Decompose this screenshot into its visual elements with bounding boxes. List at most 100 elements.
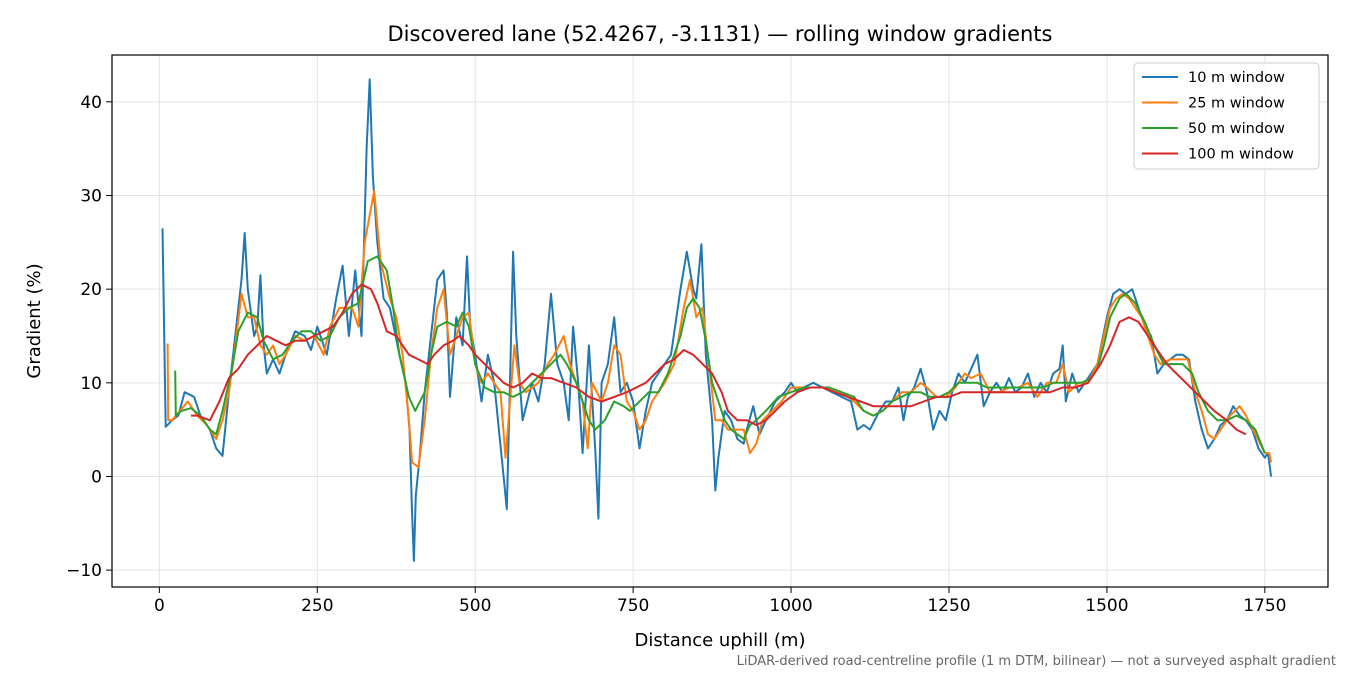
data-point xyxy=(635,387,637,389)
data-point xyxy=(167,419,169,421)
data-point xyxy=(294,340,296,342)
data-point xyxy=(781,401,783,403)
data-point xyxy=(645,410,647,412)
data-point xyxy=(1131,288,1133,290)
data-point xyxy=(436,307,438,309)
data-point xyxy=(1163,363,1165,365)
data-point xyxy=(898,405,900,407)
data-point xyxy=(1062,363,1064,365)
data-point xyxy=(187,401,189,403)
data-point xyxy=(547,363,549,365)
data-point xyxy=(1049,391,1051,393)
data-point xyxy=(771,410,773,412)
data-point xyxy=(746,419,748,421)
data-point xyxy=(503,391,505,393)
data-point xyxy=(1134,302,1136,304)
data-point xyxy=(342,312,344,314)
data-point xyxy=(556,363,558,365)
data-point xyxy=(670,354,672,356)
data-point xyxy=(790,391,792,393)
data-point xyxy=(395,335,397,337)
data-point xyxy=(673,359,675,361)
data-point xyxy=(514,345,516,347)
data-point xyxy=(705,354,707,356)
data-point xyxy=(237,368,239,370)
data-point xyxy=(749,424,751,426)
series-2 xyxy=(166,189,1273,469)
data-point xyxy=(1194,391,1196,393)
data-point xyxy=(395,316,397,318)
x-tick-label: 750 xyxy=(617,596,649,616)
data-point xyxy=(936,396,938,398)
data-point xyxy=(568,419,570,421)
data-point xyxy=(474,363,476,365)
data-point xyxy=(869,429,871,431)
data-point xyxy=(639,429,641,431)
data-point xyxy=(680,288,682,290)
data-point xyxy=(901,391,903,393)
data-point xyxy=(285,354,287,356)
data-point xyxy=(466,256,468,258)
data-point xyxy=(339,307,341,309)
data-point xyxy=(190,415,192,417)
data-point xyxy=(209,419,211,421)
data-point xyxy=(673,354,675,356)
data-point xyxy=(253,335,255,337)
data-point xyxy=(797,391,799,393)
legend-label: 25 m window xyxy=(1188,96,1285,112)
data-point xyxy=(462,316,464,318)
data-point xyxy=(1147,335,1149,337)
data-point xyxy=(651,401,653,403)
data-point xyxy=(1052,382,1054,384)
data-point xyxy=(702,307,704,309)
data-point xyxy=(613,316,615,318)
data-point xyxy=(369,79,371,81)
data-point xyxy=(834,391,836,393)
legend-item: 50 m window xyxy=(1142,121,1285,137)
data-point xyxy=(165,426,167,428)
data-point xyxy=(1268,452,1270,454)
data-point xyxy=(901,396,903,398)
data-point xyxy=(853,401,855,403)
data-point xyxy=(361,335,363,337)
data-point xyxy=(348,335,350,337)
data-point xyxy=(711,373,713,375)
data-point xyxy=(572,326,574,328)
data-point xyxy=(503,476,505,478)
data-point xyxy=(247,316,249,318)
data-point xyxy=(948,396,950,398)
data-point xyxy=(1103,345,1105,347)
data-point xyxy=(1220,424,1222,426)
data-point xyxy=(376,256,378,258)
data-point xyxy=(910,405,912,407)
data-point xyxy=(711,419,713,421)
data-point xyxy=(1087,382,1089,384)
data-point xyxy=(538,401,540,403)
data-point xyxy=(626,382,628,384)
data-point xyxy=(841,396,843,398)
data-point xyxy=(939,410,941,412)
data-point xyxy=(1201,429,1203,431)
data-point xyxy=(320,340,322,342)
data-point xyxy=(977,354,979,356)
data-point xyxy=(701,243,703,245)
legend-item: 100 m window xyxy=(1142,147,1294,163)
data-point xyxy=(256,316,258,318)
data-point xyxy=(222,419,224,421)
data-point xyxy=(282,354,284,356)
series-4 xyxy=(190,283,1247,436)
data-point xyxy=(903,419,905,421)
data-point xyxy=(1144,321,1146,323)
x-axis-label: Distance uphill (m) xyxy=(635,630,806,651)
data-point xyxy=(1270,476,1272,478)
data-point xyxy=(587,448,589,450)
data-point xyxy=(263,345,265,347)
data-point xyxy=(443,345,445,347)
data-point xyxy=(411,462,413,464)
data-point xyxy=(604,419,606,421)
data-point xyxy=(484,363,486,365)
data-point xyxy=(743,443,745,445)
data-point xyxy=(1182,354,1184,356)
data-point xyxy=(389,307,391,309)
data-point xyxy=(1255,429,1257,431)
